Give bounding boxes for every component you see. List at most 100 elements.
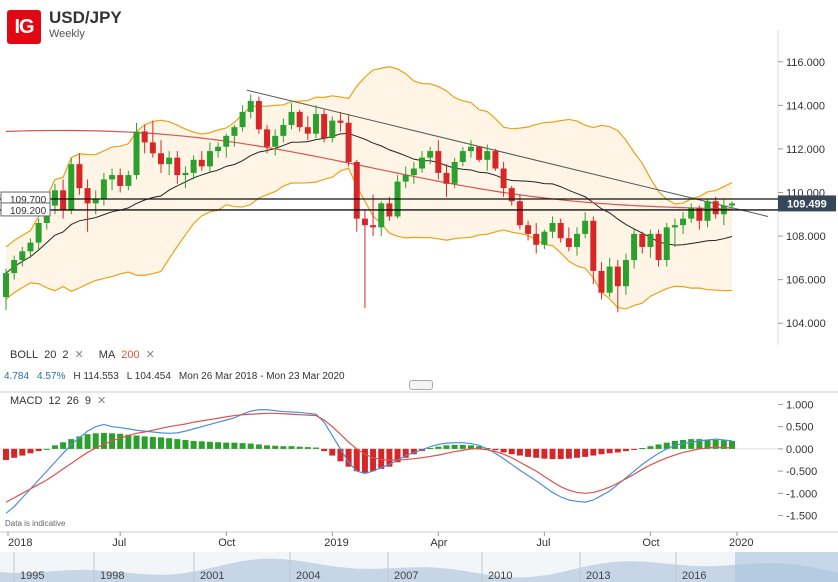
- macd-slow[interactable]: 26: [66, 395, 79, 407]
- ma-label[interactable]: MA: [98, 349, 116, 361]
- candle: [370, 225, 377, 228]
- macd-histogram-bar: [541, 448, 548, 459]
- macd-histogram-bar: [215, 442, 222, 449]
- macd-histogram-bar: [720, 440, 727, 449]
- macd-histogram-bar: [647, 446, 654, 449]
- disclaimer-text: Data is indicative: [5, 519, 66, 528]
- macd-histogram-bar: [43, 448, 50, 450]
- candle: [549, 223, 556, 232]
- macd-fast[interactable]: 12: [48, 395, 61, 407]
- macd-histogram-bar: [125, 434, 132, 449]
- candle: [427, 151, 434, 158]
- macd-histogram-bar: [370, 448, 377, 472]
- candle: [557, 223, 564, 239]
- candle: [166, 157, 173, 165]
- macd-histogram-bar: [353, 448, 360, 472]
- last-price-tag: [778, 195, 836, 212]
- macd-histogram-bar: [133, 435, 140, 449]
- macd-histogram-bar: [337, 448, 344, 462]
- macd-histogram-bar: [3, 448, 9, 460]
- navigator[interactable]: 1995 1998 2001 2004 2007 2010 2013 2016: [0, 552, 838, 582]
- x-tick-label: Jul: [112, 537, 126, 549]
- close-x-icon[interactable]: ✕: [145, 349, 155, 361]
- boll-label[interactable]: BOLL: [10, 349, 39, 361]
- x-tick-label: 2019: [324, 537, 348, 549]
- price-tick-label: 104.000: [786, 318, 826, 330]
- candle: [696, 207, 703, 221]
- candle: [451, 162, 458, 184]
- candle: [361, 218, 368, 226]
- candle: [631, 233, 638, 261]
- macd-histogram-bar: [329, 448, 336, 456]
- boll-upper-line: [5, 66, 733, 248]
- candle: [484, 151, 491, 160]
- panel-resize-handle[interactable]: [409, 380, 433, 390]
- macd-histogram-bar: [280, 446, 287, 449]
- last-price-label: 109.499: [787, 198, 827, 210]
- candle: [533, 233, 540, 245]
- boll-dev[interactable]: 2: [62, 349, 69, 361]
- boll-period[interactable]: 20: [44, 349, 57, 361]
- macd-histogram-bar: [696, 439, 703, 449]
- candle: [117, 175, 124, 186]
- macd-line: [5, 409, 733, 514]
- macd-histogram-bar: [427, 448, 434, 449]
- macd-histogram-bar: [19, 448, 26, 456]
- macd-histogram-bar: [296, 446, 303, 449]
- candle: [27, 242, 34, 252]
- candle: [174, 157, 181, 176]
- candle: [525, 225, 532, 234]
- macd-histogram-bar: [198, 441, 205, 449]
- macd-histogram-bar: [712, 440, 719, 449]
- macd-histogram-bar: [247, 443, 254, 449]
- macd-histogram-bar: [35, 448, 42, 452]
- macd-panel[interactable]: 1.000 0.500 0.000 -0.500 -1.000 -1.500: [0, 399, 817, 523]
- price-panel[interactable]: 116.000114.000112.000110.000108.000106.0…: [0, 30, 838, 393]
- macd-histogram-bar: [304, 447, 311, 449]
- macd-histogram-bar: [141, 436, 148, 449]
- macd-histogram-bar: [51, 445, 58, 449]
- stat-range: Mon 26 Mar 2018 - Mon 23 Mar 2020: [178, 371, 345, 382]
- candle: [435, 151, 442, 173]
- candle: [443, 172, 450, 184]
- x-tick-label: 2020: [729, 537, 753, 549]
- macd-tick-label: -1.000: [786, 488, 817, 500]
- macd-signal[interactable]: 9: [84, 395, 92, 407]
- candle: [84, 188, 91, 204]
- close-x-icon[interactable]: ✕: [97, 395, 107, 407]
- macd-histogram-bar: [688, 439, 695, 449]
- candle: [353, 162, 360, 219]
- macd-histogram-bar: [492, 448, 499, 451]
- candle: [231, 127, 238, 136]
- macd-histogram-bar: [60, 442, 67, 449]
- timeframe-label[interactable]: Weekly: [49, 28, 85, 40]
- ma-period[interactable]: 200: [121, 349, 140, 361]
- candle: [133, 131, 140, 176]
- close-x-icon[interactable]: ✕: [74, 349, 84, 361]
- macd-histogram-bar: [27, 448, 34, 454]
- candle: [68, 164, 75, 210]
- macd-tick-label: -0.500: [786, 466, 817, 478]
- candle: [304, 127, 311, 134]
- macd-histogram-bar: [598, 448, 605, 455]
- candle: [329, 120, 336, 139]
- candle: [272, 135, 279, 147]
- candle: [92, 199, 99, 204]
- navigator-label: 2013: [586, 570, 610, 582]
- candle: [467, 146, 474, 152]
- candle: [606, 266, 613, 293]
- candle: [264, 129, 271, 147]
- candle: [729, 203, 735, 206]
- boll-band-fill: [6, 66, 732, 309]
- candle: [312, 114, 319, 134]
- candle: [76, 164, 83, 189]
- macd-label[interactable]: MACD: [10, 395, 43, 407]
- candle: [247, 101, 254, 112]
- macd-histogram-bar: [182, 440, 189, 449]
- macd-histogram-bar: [467, 445, 474, 449]
- macd-histogram-bar: [378, 448, 385, 469]
- candle: [663, 227, 670, 261]
- macd-histogram-bar: [157, 437, 164, 449]
- stat-high: H 114.553: [73, 371, 119, 382]
